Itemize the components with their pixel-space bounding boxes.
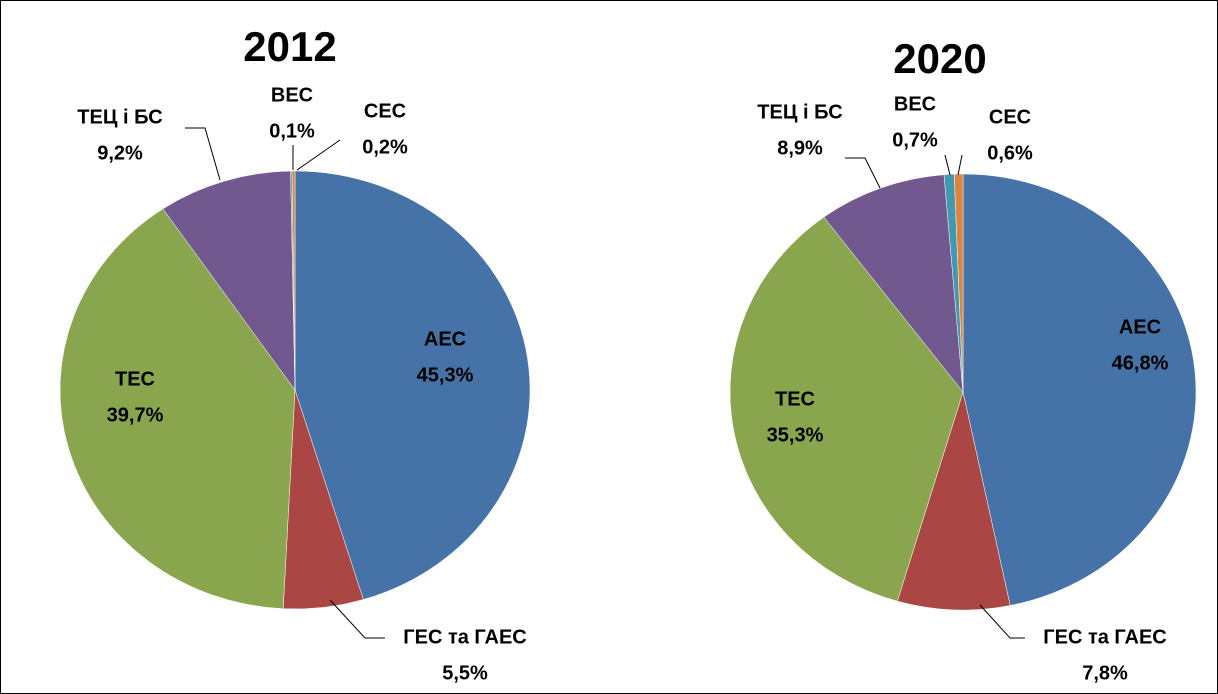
slice-category: ТЕЦ і БС — [757, 101, 842, 123]
slice-category: СЕС — [364, 100, 406, 122]
slice-category: АЕС — [424, 328, 466, 350]
pie-slice — [162, 170, 296, 391]
leader-line — [979, 604, 1025, 639]
slice-category: ВЕС — [894, 93, 936, 115]
slice-value: 0,7% — [892, 129, 938, 151]
pie-slice — [962, 173, 1197, 606]
slice-value: 0,1% — [269, 120, 315, 142]
chart-title: 2012 — [243, 23, 336, 70]
slice-category: СЕС — [989, 106, 1031, 128]
slice-value: 7,8% — [1082, 662, 1128, 684]
leader-line — [957, 154, 963, 176]
slice-value: 35,3% — [767, 424, 824, 446]
pie-slice — [823, 174, 964, 393]
slice-category: ТЕС — [775, 388, 815, 410]
pie-slice — [294, 170, 531, 600]
slice-value: 5,5% — [442, 662, 488, 684]
pie-slice — [729, 216, 964, 602]
leader-line — [296, 139, 341, 171]
slice-category: ГЕС та ГАЕС — [1043, 626, 1166, 648]
slice-value: 9,2% — [97, 142, 143, 164]
slice-value: 0,2% — [362, 136, 408, 158]
slice-category: ТЕЦ і БС — [77, 106, 162, 128]
chart-title: 2020 — [893, 35, 986, 82]
pie-slice — [291, 170, 296, 391]
leader-line — [329, 599, 385, 639]
slice-value: 39,7% — [107, 404, 164, 426]
leader-line — [944, 154, 951, 176]
slice-category: ВЕС — [271, 84, 313, 106]
slice-category: АЕС — [1119, 316, 1161, 338]
slice-value: 45,3% — [417, 364, 474, 386]
slice-category: ТЕС — [115, 368, 155, 390]
pie-slice — [59, 208, 296, 609]
slice-value: 8,9% — [777, 137, 823, 159]
slice-category: ГЕС та ГАЕС — [403, 626, 526, 648]
leader-line — [185, 127, 221, 181]
leader-line — [845, 157, 881, 189]
pie-slice — [897, 391, 1011, 611]
slice-value: 46,8% — [1112, 352, 1169, 374]
slice-value: 0,6% — [987, 142, 1033, 164]
